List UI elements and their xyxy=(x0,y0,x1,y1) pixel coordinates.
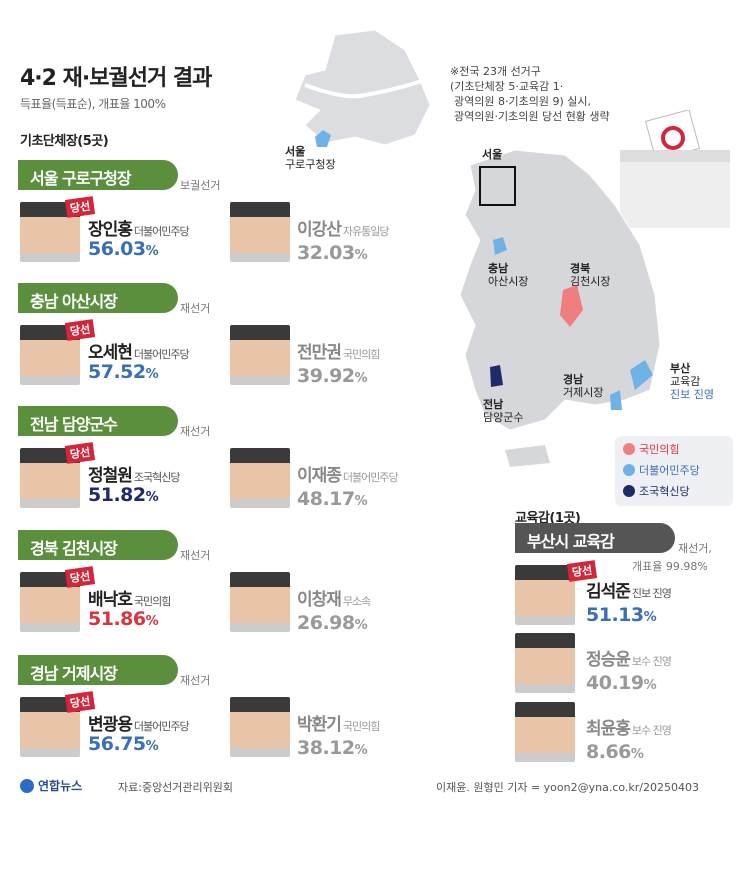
loser: 이창재 무소속 26.98% xyxy=(297,590,371,634)
race-kind: 재선거 xyxy=(180,674,211,687)
winner-name: 오세현 더불어민주당 xyxy=(88,343,190,363)
loser-photo xyxy=(230,202,290,262)
guro-marker xyxy=(315,130,331,147)
map-label-seoul: 서울 xyxy=(482,148,503,161)
race-header: 전남 담양군수 xyxy=(18,406,178,436)
ballot-box-icon xyxy=(620,110,730,228)
legend-item: 조국혁신당 xyxy=(623,483,725,499)
legend-item: 더불어민주당 xyxy=(623,462,725,478)
map-label-damyang: 전남 담양군수 xyxy=(483,398,524,424)
race-kind: 재선거 xyxy=(180,302,211,315)
loser: 이강산 자유통일당 32.03% xyxy=(297,220,390,264)
map-label-seoul-guro: 서울 구로구청장 xyxy=(285,145,336,171)
loser: 전만권 국민의힘 39.92% xyxy=(297,343,380,387)
credit: 이재윤. 원형민 기자 = yoon2@yna.co.kr/20250403 xyxy=(436,781,699,794)
race-kind: 보궐선거 xyxy=(180,179,221,192)
winner-pct: 57.52% xyxy=(88,361,159,383)
damyang-marker xyxy=(490,365,503,387)
legend-item: 국민의힘 xyxy=(623,441,725,457)
race-kind: 재선거 xyxy=(180,549,211,562)
edu-candidate-photo xyxy=(515,565,575,625)
winner-pct: 56.03% xyxy=(88,238,159,260)
race-kind: 재선거 xyxy=(180,425,211,438)
yonhap-logo: 연합뉴스 xyxy=(20,777,82,794)
winner-pct: 51.86% xyxy=(88,608,159,630)
edu-candidate: 정승윤 보수 진영 40.19% xyxy=(586,650,672,694)
winner-name: 정철원 조국혁신당 xyxy=(88,466,181,486)
seoul-inset-map xyxy=(294,29,431,147)
gimcheon-marker xyxy=(560,285,583,327)
source: 자료:중앙선거관리위원회 xyxy=(118,781,234,794)
map-label-geoje: 경남 거제시장 xyxy=(563,373,604,399)
race-header: 서울 구로구청장 xyxy=(18,160,178,190)
page-title: 4·2 재·보궐선거 결과 xyxy=(20,66,212,91)
winner-pct: 51.82% xyxy=(88,484,159,506)
note: ※전국 23개 선거구 (기초단체장 5·교육감 1· 광역의원 8·기초의원 9)… xyxy=(450,65,610,123)
edu-candidate: 김석준 진보 진영 51.13% xyxy=(586,582,672,626)
loser-photo xyxy=(230,325,290,385)
loser-photo xyxy=(230,572,290,632)
race-header-busan-edu: 부산시 교육감 xyxy=(515,523,675,553)
yonhap-logo-icon xyxy=(20,778,34,793)
count-rate: 개표율 99.98% xyxy=(632,560,708,573)
edu-candidate-photo xyxy=(515,633,575,693)
loser: 이재종 더불어민주당 48.17% xyxy=(297,466,399,510)
loser: 박환기 국민의힘 38.12% xyxy=(297,715,380,759)
loser-photo xyxy=(230,448,290,508)
winner-name: 변광용 더불어민주당 xyxy=(88,715,190,735)
loser-photo xyxy=(230,697,290,757)
asan-marker xyxy=(493,237,507,255)
edu-candidate: 최윤홍 보수 진영 8.66% xyxy=(586,719,672,763)
map-label-asan: 충남 아산시장 xyxy=(488,262,529,288)
map-label-gimcheon: 경북 김천시장 xyxy=(570,262,611,288)
subtitle: 득표율(득표순), 개표율 100% xyxy=(20,97,166,111)
busan-marker xyxy=(630,360,653,390)
map-label-busan: 부산 교육감 진보 진영 xyxy=(670,362,714,401)
section-edu-heading: 교육감(1곳) xyxy=(515,511,581,526)
race-header: 충남 아산시장 xyxy=(18,283,178,313)
legend: 국민의힘 더불어민주당 조국혁신당 xyxy=(615,436,733,506)
winner-pct: 56.75% xyxy=(88,733,159,755)
race-header: 경남 거제시장 xyxy=(18,655,178,685)
winner-name: 장인홍 더불어민주당 xyxy=(88,220,190,240)
race-kind: 재선거, xyxy=(678,542,712,555)
race-header: 경북 김천시장 xyxy=(18,530,178,560)
geoje-marker xyxy=(610,390,622,410)
winner-name: 배낙호 국민의힘 xyxy=(88,590,171,610)
seoul-box xyxy=(479,166,516,206)
korea-map xyxy=(459,149,661,467)
edu-candidate-photo xyxy=(515,702,575,762)
section-local-heading: 기초단체장(5곳) xyxy=(20,134,109,149)
